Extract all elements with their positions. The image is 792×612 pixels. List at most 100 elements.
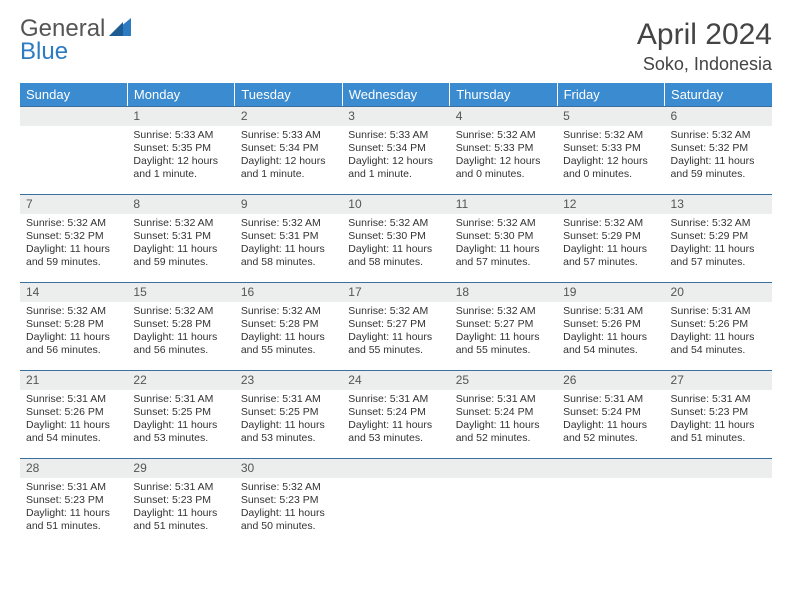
calendar-day-cell: 16Sunrise: 5:32 AMSunset: 5:28 PMDayligh… (235, 282, 342, 370)
sunset-text: Sunset: 5:29 PM (563, 230, 658, 243)
daylight-text: Daylight: 11 hours and 53 minutes. (133, 419, 228, 445)
day-number: 5 (557, 106, 664, 126)
day-number: 4 (450, 106, 557, 126)
day-content: Sunrise: 5:32 AMSunset: 5:29 PMDaylight:… (557, 214, 664, 276)
calendar-day-cell (20, 106, 127, 194)
day-content (342, 478, 449, 487)
sunset-text: Sunset: 5:34 PM (241, 142, 336, 155)
calendar-day-cell: 19Sunrise: 5:31 AMSunset: 5:26 PMDayligh… (557, 282, 664, 370)
calendar-day-cell: 13Sunrise: 5:32 AMSunset: 5:29 PMDayligh… (665, 194, 772, 282)
sunrise-text: Sunrise: 5:32 AM (241, 217, 336, 230)
calendar-day-cell: 29Sunrise: 5:31 AMSunset: 5:23 PMDayligh… (127, 458, 234, 546)
header: General Blue April 2024 Soko, Indonesia (20, 18, 772, 75)
brand-part2: Blue (20, 38, 68, 65)
sunset-text: Sunset: 5:24 PM (348, 406, 443, 419)
daylight-text: Daylight: 11 hours and 57 minutes. (563, 243, 658, 269)
day-content (665, 478, 772, 487)
sunset-text: Sunset: 5:23 PM (671, 406, 766, 419)
calendar-day-cell: 23Sunrise: 5:31 AMSunset: 5:25 PMDayligh… (235, 370, 342, 458)
daylight-text: Daylight: 11 hours and 50 minutes. (241, 507, 336, 533)
sunrise-text: Sunrise: 5:32 AM (133, 217, 228, 230)
daylight-text: Daylight: 11 hours and 54 minutes. (563, 331, 658, 357)
day-number: 2 (235, 106, 342, 126)
day-content: Sunrise: 5:32 AMSunset: 5:28 PMDaylight:… (127, 302, 234, 364)
day-number: 8 (127, 194, 234, 214)
calendar-day-cell: 4Sunrise: 5:32 AMSunset: 5:33 PMDaylight… (450, 106, 557, 194)
daylight-text: Daylight: 11 hours and 57 minutes. (671, 243, 766, 269)
day-content: Sunrise: 5:31 AMSunset: 5:24 PMDaylight:… (342, 390, 449, 452)
day-content: Sunrise: 5:32 AMSunset: 5:30 PMDaylight:… (342, 214, 449, 276)
day-number: 21 (20, 370, 127, 390)
day-number: 26 (557, 370, 664, 390)
day-number (342, 458, 449, 478)
daylight-text: Daylight: 11 hours and 52 minutes. (563, 419, 658, 445)
daylight-text: Daylight: 11 hours and 59 minutes. (26, 243, 121, 269)
day-content: Sunrise: 5:31 AMSunset: 5:25 PMDaylight:… (235, 390, 342, 452)
daylight-text: Daylight: 11 hours and 58 minutes. (348, 243, 443, 269)
calendar-day-cell: 10Sunrise: 5:32 AMSunset: 5:30 PMDayligh… (342, 194, 449, 282)
sunset-text: Sunset: 5:33 PM (563, 142, 658, 155)
weekday-header: Saturday (665, 83, 772, 106)
sunset-text: Sunset: 5:28 PM (133, 318, 228, 331)
calendar-week-row: 21Sunrise: 5:31 AMSunset: 5:26 PMDayligh… (20, 370, 772, 458)
sunrise-text: Sunrise: 5:31 AM (348, 393, 443, 406)
sunset-text: Sunset: 5:27 PM (348, 318, 443, 331)
daylight-text: Daylight: 11 hours and 51 minutes. (671, 419, 766, 445)
day-number: 17 (342, 282, 449, 302)
sunrise-text: Sunrise: 5:32 AM (456, 129, 551, 142)
sunrise-text: Sunrise: 5:32 AM (133, 305, 228, 318)
calendar-week-row: 1Sunrise: 5:33 AMSunset: 5:35 PMDaylight… (20, 106, 772, 194)
day-number: 20 (665, 282, 772, 302)
day-content: Sunrise: 5:31 AMSunset: 5:23 PMDaylight:… (665, 390, 772, 452)
sail-icon (109, 15, 131, 42)
weekday-header: Sunday (20, 83, 127, 106)
sunset-text: Sunset: 5:26 PM (563, 318, 658, 331)
sunset-text: Sunset: 5:30 PM (348, 230, 443, 243)
day-number: 13 (665, 194, 772, 214)
sunset-text: Sunset: 5:33 PM (456, 142, 551, 155)
day-content: Sunrise: 5:33 AMSunset: 5:34 PMDaylight:… (342, 126, 449, 188)
title-block: April 2024 Soko, Indonesia (637, 18, 772, 75)
calendar-table: Sunday Monday Tuesday Wednesday Thursday… (20, 83, 772, 546)
calendar-day-cell: 7Sunrise: 5:32 AMSunset: 5:32 PMDaylight… (20, 194, 127, 282)
day-number: 23 (235, 370, 342, 390)
day-content (20, 126, 127, 135)
day-number: 6 (665, 106, 772, 126)
daylight-text: Daylight: 11 hours and 55 minutes. (241, 331, 336, 357)
brand-logo: General Blue (20, 18, 131, 64)
day-number (450, 458, 557, 478)
sunrise-text: Sunrise: 5:31 AM (563, 305, 658, 318)
month-title: April 2024 (637, 18, 772, 52)
sunrise-text: Sunrise: 5:31 AM (456, 393, 551, 406)
calendar-day-cell: 17Sunrise: 5:32 AMSunset: 5:27 PMDayligh… (342, 282, 449, 370)
sunrise-text: Sunrise: 5:31 AM (241, 393, 336, 406)
day-number: 27 (665, 370, 772, 390)
weekday-header: Monday (127, 83, 234, 106)
day-content: Sunrise: 5:32 AMSunset: 5:31 PMDaylight:… (235, 214, 342, 276)
calendar-day-cell: 25Sunrise: 5:31 AMSunset: 5:24 PMDayligh… (450, 370, 557, 458)
daylight-text: Daylight: 11 hours and 56 minutes. (133, 331, 228, 357)
sunrise-text: Sunrise: 5:31 AM (563, 393, 658, 406)
calendar-day-cell: 6Sunrise: 5:32 AMSunset: 5:32 PMDaylight… (665, 106, 772, 194)
daylight-text: Daylight: 11 hours and 51 minutes. (133, 507, 228, 533)
day-content: Sunrise: 5:32 AMSunset: 5:28 PMDaylight:… (20, 302, 127, 364)
sunrise-text: Sunrise: 5:31 AM (133, 393, 228, 406)
sunrise-text: Sunrise: 5:31 AM (26, 481, 121, 494)
calendar-week-row: 14Sunrise: 5:32 AMSunset: 5:28 PMDayligh… (20, 282, 772, 370)
day-content: Sunrise: 5:31 AMSunset: 5:25 PMDaylight:… (127, 390, 234, 452)
day-content (450, 478, 557, 487)
sunrise-text: Sunrise: 5:32 AM (563, 129, 658, 142)
sunset-text: Sunset: 5:31 PM (241, 230, 336, 243)
sunrise-text: Sunrise: 5:33 AM (241, 129, 336, 142)
daylight-text: Daylight: 12 hours and 1 minute. (241, 155, 336, 181)
day-content: Sunrise: 5:32 AMSunset: 5:30 PMDaylight:… (450, 214, 557, 276)
day-content: Sunrise: 5:32 AMSunset: 5:33 PMDaylight:… (450, 126, 557, 188)
sunset-text: Sunset: 5:30 PM (456, 230, 551, 243)
calendar-day-cell: 8Sunrise: 5:32 AMSunset: 5:31 PMDaylight… (127, 194, 234, 282)
day-number: 3 (342, 106, 449, 126)
sunset-text: Sunset: 5:23 PM (241, 494, 336, 507)
sunrise-text: Sunrise: 5:32 AM (456, 217, 551, 230)
sunrise-text: Sunrise: 5:32 AM (241, 305, 336, 318)
calendar-day-cell: 30Sunrise: 5:32 AMSunset: 5:23 PMDayligh… (235, 458, 342, 546)
calendar-day-cell: 24Sunrise: 5:31 AMSunset: 5:24 PMDayligh… (342, 370, 449, 458)
